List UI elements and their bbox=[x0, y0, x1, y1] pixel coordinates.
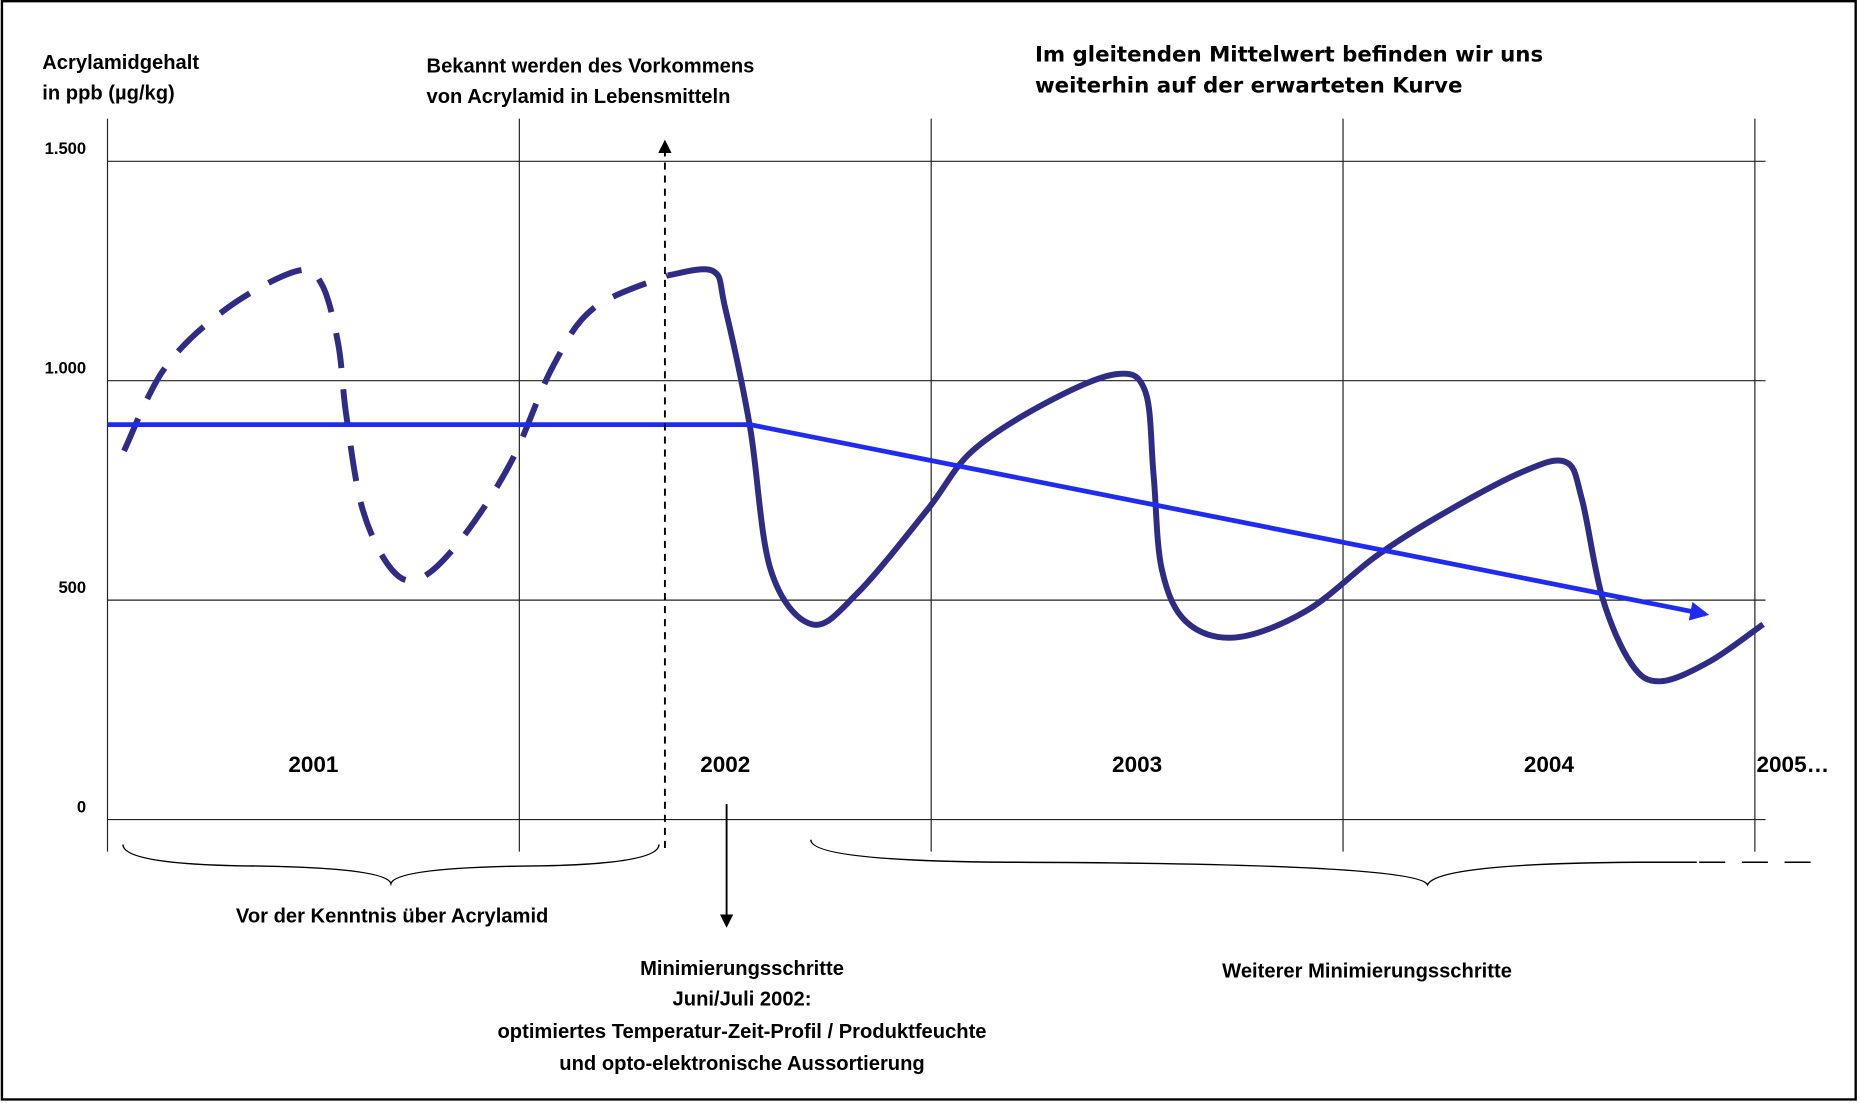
annotation: von Acrylamid in Lebensmitteln bbox=[427, 86, 731, 108]
x-tick-label: 2004 bbox=[1524, 752, 1575, 777]
data-line bbox=[107, 422, 1710, 621]
y-tick-label: 1.000 bbox=[45, 359, 87, 378]
data-line bbox=[121, 266, 669, 584]
y-tick-label: 1.500 bbox=[45, 139, 87, 158]
annotation: Minimierungsschritte bbox=[640, 958, 844, 980]
plot bbox=[107, 266, 1765, 685]
annotation: und opto-elektronische Aussortierung bbox=[559, 1053, 924, 1075]
y-axis-label: in ppb (µg/kg) bbox=[42, 83, 175, 105]
headline: weiterhin auf der erwarteten Kurve bbox=[1035, 74, 1462, 99]
annotation: Bekannt werden des Vorkommens bbox=[427, 55, 755, 77]
annotation: optimiertes Temperatur-Zeit-Profil / Pro… bbox=[497, 1021, 986, 1043]
x-tick-label: 2002 bbox=[700, 752, 750, 777]
annotation: Juni/Juli 2002: bbox=[673, 989, 812, 1011]
data-line bbox=[667, 266, 1765, 685]
brace bbox=[810, 839, 1697, 887]
headline: Im gleitenden Mittelwert befinden wir un… bbox=[1035, 43, 1543, 68]
grid bbox=[106, 118, 1766, 852]
x-tick-label: 2001 bbox=[288, 752, 338, 777]
y-tick-label: 500 bbox=[58, 578, 86, 597]
x-tick-label: 2005… bbox=[1757, 752, 1830, 777]
y-axis-label: Acrylamidgehalt bbox=[42, 52, 199, 74]
brace bbox=[122, 844, 660, 887]
x-tick-label: 2003 bbox=[1112, 752, 1162, 777]
y-tick-label: 0 bbox=[77, 797, 86, 816]
annotation: Vor der Kenntnis über Acrylamid bbox=[236, 906, 549, 928]
annotation: Weiterer Minimierungsschritte bbox=[1222, 960, 1512, 982]
